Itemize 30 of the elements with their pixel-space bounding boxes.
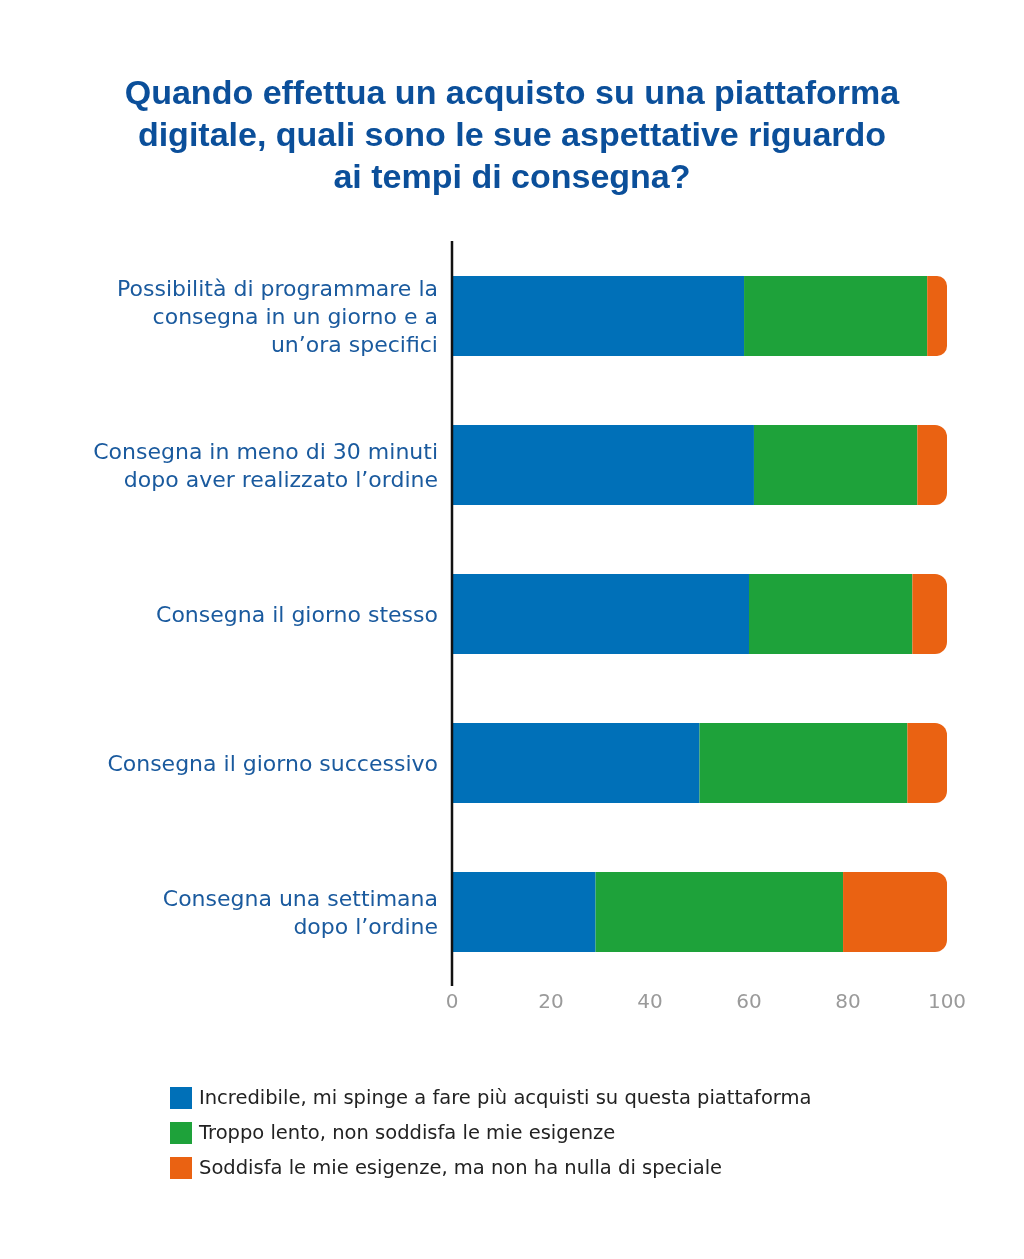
y-tick-label: Consegna il giorno stesso: [156, 601, 438, 626]
x-tick-label: 40: [637, 989, 663, 1014]
chart-title: Quando effettua un acquisto su una piattaforma digitale, quali sono le sue aspettative riguardo ai tempi di consegna?: [123, 72, 901, 197]
x-tick-label: 100: [927, 989, 967, 1014]
legend-label: Incredibile, mi spinge a fare più acquisti su questa piattaforma: [199, 1086, 812, 1109]
bar: [749, 574, 913, 654]
bar: [452, 872, 596, 952]
y-tick-label: Consegna in meno di 30 minuti dopo aver realizzato l’ordine: [93, 438, 438, 491]
x-tick-label: 60: [736, 989, 762, 1014]
y-tick-label: Consegna il giorno successivo: [107, 750, 438, 775]
bar: [843, 872, 947, 952]
bar: [753, 425, 918, 505]
bar: [452, 276, 745, 356]
bar: [452, 574, 749, 654]
bar: [452, 425, 754, 505]
bar: [744, 276, 928, 356]
bar: [699, 723, 908, 803]
bar: [917, 425, 947, 505]
legend-label: Soddisfa le mie esigenze, ma non ha nulla di speciale: [199, 1156, 723, 1179]
x-tick-label: 20: [538, 989, 564, 1014]
y-tick-label: Possibilità di programmare la consegna in un giorno e a un’ora specifici: [117, 275, 438, 356]
bar: [912, 574, 947, 654]
bar: [927, 276, 947, 356]
x-tick-label: 80: [835, 989, 861, 1014]
bar: [595, 872, 844, 952]
x-tick-label: 0: [445, 989, 459, 1014]
bar: [452, 723, 700, 803]
bar: [907, 723, 947, 803]
y-tick-label: Consegna una settimana dopo l’ordine: [162, 885, 438, 938]
legend-label: Troppo lento, non soddisfa le mie esigenze: [199, 1121, 616, 1144]
